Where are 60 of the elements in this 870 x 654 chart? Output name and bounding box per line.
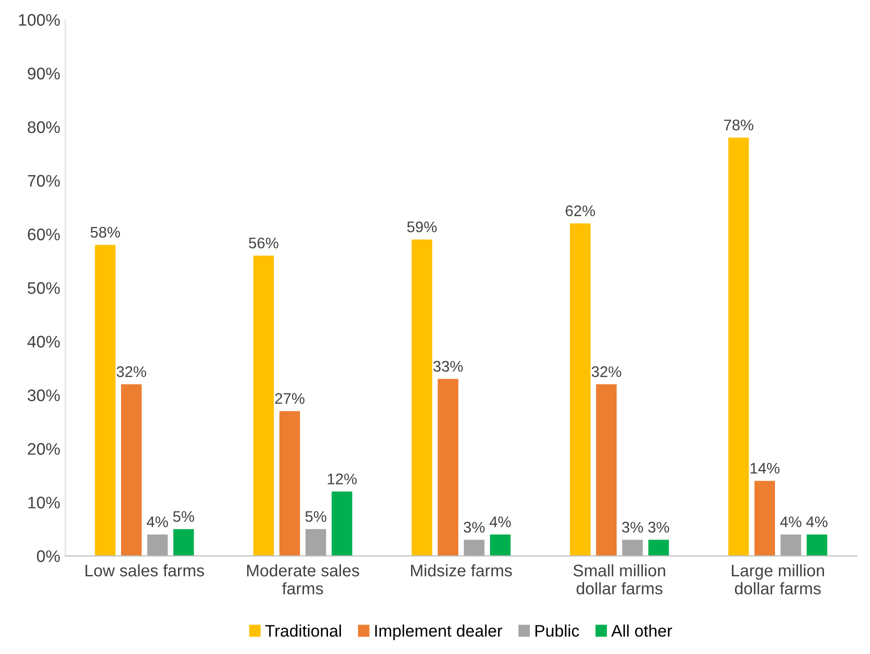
data-label: 3% <box>622 522 643 533</box>
y-tick-label: 10% <box>28 496 60 508</box>
data-label: 4% <box>146 516 168 528</box>
bar <box>147 534 168 556</box>
data-label: 62% <box>566 205 595 216</box>
data-label: 33% <box>433 360 463 372</box>
bar <box>806 534 828 556</box>
bar <box>780 534 802 556</box>
data-label: 3% <box>648 522 670 533</box>
legend-label: Implement dealer <box>375 624 502 640</box>
bar <box>596 384 617 556</box>
y-tick-label: 60% <box>28 228 60 240</box>
data-label: 3% <box>464 522 485 533</box>
data-label: 14% <box>750 462 780 474</box>
x-tick-label: Large million dollar farms <box>732 564 824 594</box>
bar <box>622 540 643 556</box>
data-label: 59% <box>407 221 437 232</box>
bar <box>412 239 432 556</box>
data-label: 32% <box>116 366 146 378</box>
bar <box>648 540 669 556</box>
data-label: 4% <box>490 516 511 528</box>
legend-label: Public <box>536 624 580 637</box>
bar <box>173 529 194 556</box>
x-tick-label: Midsize farms <box>411 564 512 576</box>
bar <box>464 540 484 556</box>
y-tick-label: 30% <box>28 389 60 402</box>
data-label: 4% <box>806 516 828 528</box>
data-label: 5% <box>173 511 194 522</box>
bar <box>332 492 352 556</box>
data-label: 5% <box>305 511 326 522</box>
x-tick-label: Moderate sales farms <box>247 564 360 594</box>
data-label: 27% <box>275 393 304 404</box>
y-tick-label: 20% <box>28 443 60 455</box>
data-label: 56% <box>248 238 278 248</box>
bar <box>94 244 116 556</box>
data-label: 32% <box>592 366 622 378</box>
bar <box>438 378 458 556</box>
y-tick-label: 100% <box>19 14 60 26</box>
bar <box>728 138 749 556</box>
bar <box>279 411 300 556</box>
bar <box>570 223 591 556</box>
y-tick-label: 40% <box>27 336 60 348</box>
bar <box>306 529 326 556</box>
data-label: 12% <box>328 474 357 484</box>
bar <box>490 534 511 556</box>
x-tick-label: Low sales farms <box>86 564 204 576</box>
legend-label: Traditional <box>265 624 341 637</box>
data-label: 58% <box>90 226 120 238</box>
data-label: 78% <box>724 120 754 130</box>
y-tick-label: 90% <box>28 68 60 80</box>
y-tick-label: 70% <box>28 174 60 187</box>
y-tick-label: 50% <box>28 282 60 294</box>
x-tick-label: Small million dollar farms <box>573 564 666 594</box>
y-tick-label: 80% <box>28 121 60 134</box>
bar <box>754 480 776 556</box>
legend-label: All other <box>611 624 672 637</box>
bar <box>121 384 142 556</box>
data-label: 4% <box>780 516 802 528</box>
bar <box>253 256 274 556</box>
y-tick-label: 0% <box>36 550 60 562</box>
